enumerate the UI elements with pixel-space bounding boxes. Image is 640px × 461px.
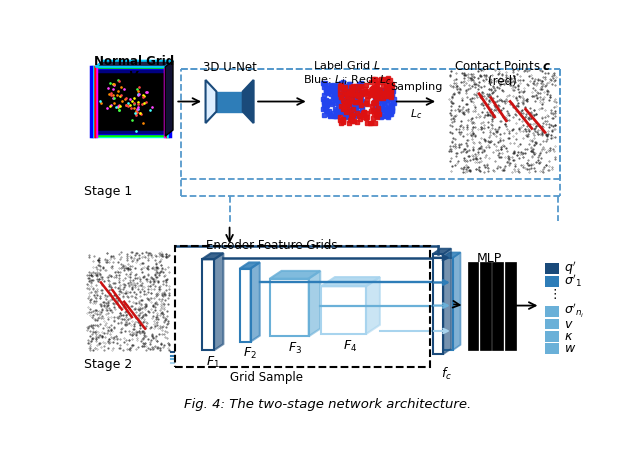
Polygon shape <box>444 248 451 354</box>
Text: 3D U-Net: 3D U-Net <box>203 61 257 74</box>
Text: Encoder Feature Grids: Encoder Feature Grids <box>207 239 338 252</box>
Text: Stage 1: Stage 1 <box>84 185 132 198</box>
Text: $L_c$: $L_c$ <box>410 108 422 122</box>
Polygon shape <box>270 278 308 337</box>
Polygon shape <box>250 262 260 342</box>
Polygon shape <box>95 61 173 67</box>
Bar <box>447 67 558 175</box>
Text: Fig. 4: The two-stage network architecture.: Fig. 4: The two-stage network architectu… <box>184 398 472 411</box>
Text: Normal Grid
$\boldsymbol{V}$: Normal Grid $\boldsymbol{V}$ <box>94 54 174 83</box>
Text: $F_4$: $F_4$ <box>344 339 358 354</box>
Bar <box>545 276 559 287</box>
Text: $f_c$: $f_c$ <box>441 366 452 382</box>
Text: $\sigma'_{n_i}$: $\sigma'_{n_i}$ <box>564 302 584 320</box>
Polygon shape <box>433 254 444 354</box>
Polygon shape <box>205 80 216 123</box>
Polygon shape <box>321 286 366 334</box>
Bar <box>545 306 559 317</box>
Polygon shape <box>270 271 320 278</box>
Bar <box>492 262 503 350</box>
Bar <box>545 319 559 330</box>
Text: $v$: $v$ <box>564 318 573 331</box>
Bar <box>467 262 478 350</box>
Polygon shape <box>214 253 223 350</box>
Bar <box>545 343 559 354</box>
Polygon shape <box>452 253 461 350</box>
Polygon shape <box>308 271 320 337</box>
Polygon shape <box>433 248 451 254</box>
Text: Grid Sample: Grid Sample <box>230 371 303 384</box>
Text: MLP: MLP <box>477 253 502 266</box>
Text: $F_3$: $F_3$ <box>287 341 301 356</box>
Text: Stage 2: Stage 2 <box>84 358 132 371</box>
Polygon shape <box>95 67 165 136</box>
Text: $\vdots$: $\vdots$ <box>548 287 556 301</box>
Text: $F_2$: $F_2$ <box>243 346 257 361</box>
Polygon shape <box>216 92 243 112</box>
Text: $q'$: $q'$ <box>564 260 577 278</box>
Polygon shape <box>202 253 223 260</box>
Text: $w$: $w$ <box>564 342 576 355</box>
Bar <box>505 262 516 350</box>
Polygon shape <box>366 277 380 334</box>
Text: $\sigma'_1$: $\sigma'_1$ <box>564 272 582 289</box>
Text: Sampling: Sampling <box>390 82 442 92</box>
Polygon shape <box>243 80 253 123</box>
Bar <box>175 246 430 367</box>
Polygon shape <box>239 269 250 342</box>
Polygon shape <box>442 258 452 350</box>
Text: Contact Points $\boldsymbol{c}$
(red): Contact Points $\boldsymbol{c}$ (red) <box>454 59 551 88</box>
Bar <box>545 263 559 274</box>
Text: Label Grid $L$
Blue: $L_i$; Red: $L_c$: Label Grid $L$ Blue: $L_i$; Red: $L_c$ <box>303 59 392 87</box>
Polygon shape <box>239 262 260 269</box>
Bar <box>545 331 559 342</box>
Bar <box>480 262 491 350</box>
Polygon shape <box>442 253 461 258</box>
Text: $\kappa$: $\kappa$ <box>564 330 573 343</box>
Polygon shape <box>165 61 173 136</box>
Text: $F_1$: $F_1$ <box>205 355 220 370</box>
Polygon shape <box>321 277 380 286</box>
Polygon shape <box>202 260 214 350</box>
